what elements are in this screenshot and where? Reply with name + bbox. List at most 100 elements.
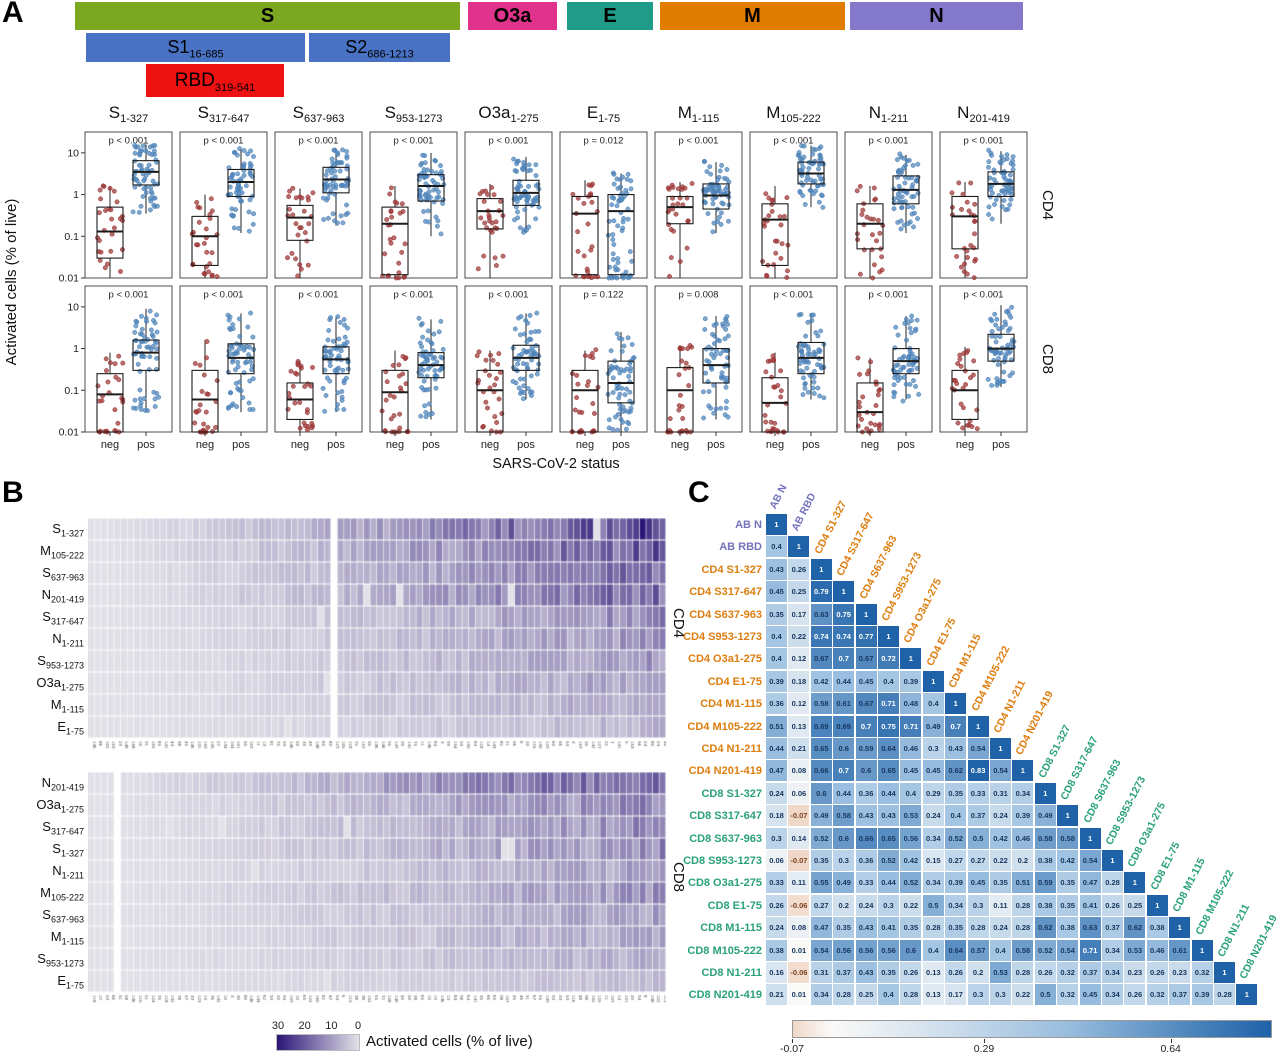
legend-tick-label: 0 bbox=[354, 1020, 362, 1032]
corr-cell: 0.43 bbox=[766, 558, 787, 580]
corr-row-label: CD4 S1-327 bbox=[701, 563, 762, 576]
corr-cell: 0.28 bbox=[1012, 917, 1034, 939]
corr-cell: 0.6 bbox=[833, 738, 855, 759]
corr-cell: 0.56 bbox=[833, 939, 855, 961]
heatmap-row-label: S953-1273 bbox=[37, 951, 84, 969]
corr-cell: 0.74 bbox=[833, 626, 855, 647]
x-tick-label: pos bbox=[707, 439, 725, 451]
corr-cell: 0.14 bbox=[788, 827, 810, 849]
corr-colorbar-tick: -0.07 bbox=[780, 1043, 804, 1055]
corr-cell: 0.75 bbox=[878, 715, 899, 737]
x-tick-label: neg bbox=[291, 439, 309, 451]
corr-cell: 0.38 bbox=[1034, 894, 1056, 916]
subunit-bar-S2: S2686-1213 bbox=[309, 33, 450, 62]
corr-cell: 0.36 bbox=[855, 782, 877, 804]
boxplot-CD4-E1-75: p = 0.012 bbox=[559, 131, 648, 281]
corr-colorbar bbox=[792, 1020, 1272, 1038]
corr-cell: 0.26 bbox=[766, 894, 787, 916]
gene-bar-E: E bbox=[567, 2, 653, 30]
corr-cell: 0.3 bbox=[967, 984, 989, 1006]
p-value: p = 0.008 bbox=[679, 290, 719, 301]
corr-colorbar-tickmark bbox=[984, 1039, 985, 1043]
corr-cell: 0.54 bbox=[990, 760, 1011, 782]
corr-row-label: CD8 M1-115 bbox=[700, 922, 762, 935]
corr-cell: 0.54 bbox=[967, 738, 989, 759]
corr-colorbar-tick: 0.64 bbox=[1160, 1043, 1181, 1055]
column-header: S953-1273 bbox=[385, 103, 443, 125]
corr-cell: 0.06 bbox=[766, 850, 787, 871]
corr-cell: 0.33 bbox=[967, 782, 989, 804]
p-value: p = 0.122 bbox=[584, 290, 624, 301]
corr-cell: 0.42 bbox=[900, 850, 922, 871]
corr-cell: 0.28 bbox=[1012, 894, 1034, 916]
corr-cell: 0.44 bbox=[833, 782, 855, 804]
y-tick-label: 10 bbox=[67, 147, 79, 159]
corr-cell: 0.28 bbox=[900, 984, 922, 1006]
boxplot-CD8-N201-419: p < 0.001 neg pos bbox=[939, 285, 1028, 451]
corr-row-label: CD4 O3a1-275 bbox=[688, 653, 762, 666]
corr-cell: 0.2 bbox=[967, 962, 989, 983]
corr-cell: 0.23 bbox=[1124, 962, 1146, 983]
corr-cell: 0.2 bbox=[1012, 850, 1034, 871]
column-header: M1-115 bbox=[678, 103, 720, 125]
corr-cell: 0.55 bbox=[810, 872, 832, 894]
corr-cell: 0.11 bbox=[788, 872, 810, 894]
corr-cell: 0.64 bbox=[878, 738, 899, 759]
y-tick-label: 0.1 bbox=[64, 231, 79, 243]
corr-cell: 0.22 bbox=[788, 626, 810, 647]
heatmap-row-label: S317-647 bbox=[42, 609, 84, 627]
panel-b-letter: B bbox=[2, 476, 24, 509]
corr-cell: 0.5 bbox=[967, 827, 989, 849]
corr-cell: 0.26 bbox=[945, 962, 967, 983]
corr-row-label: CD4 M1-115 bbox=[700, 698, 762, 711]
corr-cell: 0.6 bbox=[900, 939, 922, 961]
p-value: p < 0.001 bbox=[204, 136, 244, 147]
corr-cell: 0.56 bbox=[900, 827, 922, 849]
corr-cell: 0.35 bbox=[878, 962, 899, 983]
corr-cell: 0.3 bbox=[922, 738, 944, 759]
p-value: p < 0.001 bbox=[869, 136, 909, 147]
corr-cell: 0.42 bbox=[990, 827, 1011, 849]
corr-cell: -0.06 bbox=[788, 894, 810, 916]
x-tick-label: pos bbox=[422, 439, 440, 451]
boxplot-CD4-S317-647: p < 0.001 bbox=[179, 131, 268, 279]
corr-cell: 0.58 bbox=[810, 693, 832, 715]
corr-cell: 0.54 bbox=[810, 939, 832, 961]
column-header: N1-211 bbox=[869, 103, 909, 125]
corr-cell: 0.6 bbox=[855, 760, 877, 782]
corr-cell: 0.4 bbox=[766, 648, 787, 670]
corr-cell: 0.58 bbox=[833, 805, 855, 827]
corr-cell: 0.24 bbox=[855, 894, 877, 916]
corr-cell: 0.2 bbox=[833, 894, 855, 916]
corr-cell: 0.3 bbox=[833, 850, 855, 871]
gene-bar-M: M bbox=[660, 2, 845, 30]
corr-cell: 0.15 bbox=[922, 850, 944, 871]
boxplot-CD4-O3a1-275: p < 0.001 bbox=[464, 131, 553, 279]
p-value: p < 0.001 bbox=[489, 136, 529, 147]
corr-cell: 0.56 bbox=[878, 939, 899, 961]
p-value: p < 0.001 bbox=[204, 290, 244, 301]
x-tick-label: pos bbox=[517, 439, 535, 451]
heatmap-row-label: S637-963 bbox=[42, 907, 84, 925]
corr-cell: 1 bbox=[766, 514, 787, 535]
corr-cell: 0.66 bbox=[855, 827, 877, 849]
p-value: p < 0.001 bbox=[964, 136, 1004, 147]
corr-cell: 0.64 bbox=[945, 939, 967, 961]
corr-cell: 0.28 bbox=[967, 917, 989, 939]
corr-cell: 0.58 bbox=[1034, 827, 1056, 849]
corr-cell: 0.35 bbox=[833, 917, 855, 939]
corr-cell: 0.34 bbox=[810, 984, 832, 1006]
corr-cell: 0.33 bbox=[766, 872, 787, 894]
heatmap-row-label: E1-75 bbox=[57, 973, 84, 991]
corr-cell: 0.71 bbox=[900, 715, 922, 737]
p-value: p < 0.001 bbox=[964, 290, 1004, 301]
x-tick-label: pos bbox=[612, 439, 630, 451]
corr-cell: 1 bbox=[967, 715, 989, 737]
x-tick-label: pos bbox=[137, 439, 155, 451]
heatmap-canvas-CD4 bbox=[88, 518, 666, 768]
corr-cell: 0.5 bbox=[1034, 984, 1056, 1006]
corr-cell: 0.28 bbox=[1102, 872, 1123, 894]
corr-row-label: CD8 O3a1-275 bbox=[688, 877, 762, 890]
heatmap-row-label: N201-419 bbox=[41, 587, 84, 605]
